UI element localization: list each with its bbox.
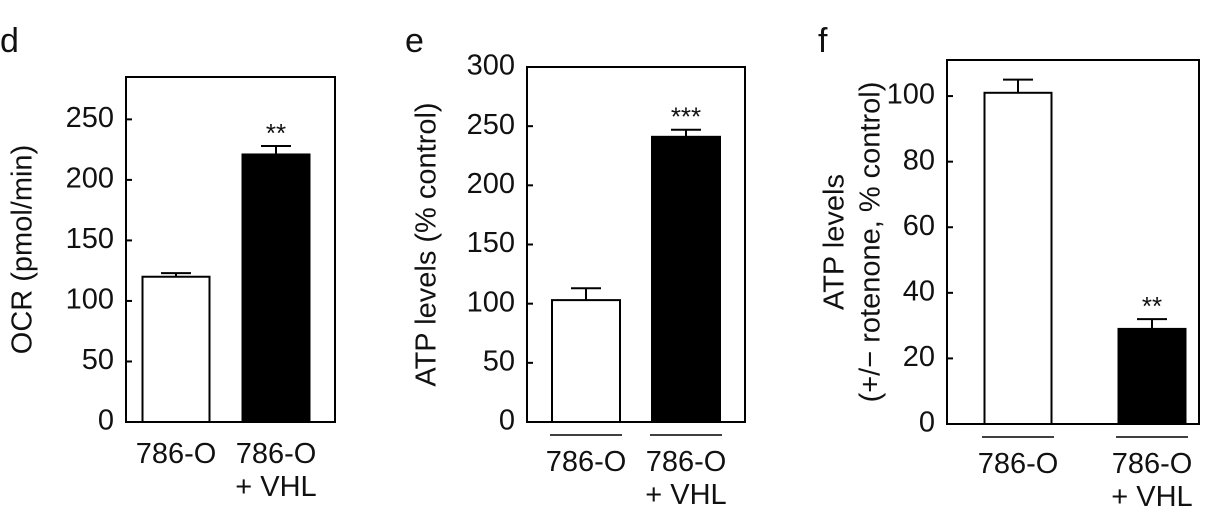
- y-tick-label: 0: [98, 405, 114, 437]
- y-tick-label: 60: [903, 210, 935, 242]
- y-tick-label: 0: [499, 405, 515, 437]
- y-axis-label: ATP levels (% control): [411, 102, 443, 386]
- y-tick-label: 150: [467, 227, 515, 259]
- y-tick-label: 100: [66, 284, 114, 316]
- y-tick-label: 200: [66, 163, 114, 195]
- bar: [241, 153, 311, 423]
- y-tick-label: 50: [483, 345, 515, 377]
- error-bar: [161, 272, 191, 277]
- y-tick-label: 50: [82, 344, 114, 376]
- y-tick-label: 40: [903, 275, 935, 307]
- bar: [1117, 327, 1187, 426]
- y-tick-label: 0: [919, 407, 935, 439]
- x-tick-label: 786-O + VHL: [235, 438, 317, 503]
- y-tick-label: 150: [66, 223, 114, 255]
- significance-label: **: [266, 118, 286, 148]
- plot-frame: [125, 76, 336, 423]
- x-tick-label: 786-O: [135, 438, 217, 470]
- bar: [141, 275, 211, 423]
- significance-label: **: [1142, 291, 1162, 321]
- error-bar: [1137, 318, 1167, 329]
- error-bar: [261, 145, 291, 155]
- y-tick-label: 80: [903, 144, 935, 176]
- bar: [651, 135, 721, 423]
- significance-label: ***: [671, 102, 701, 132]
- x-tick-label: 786-O: [545, 446, 627, 478]
- y-tick-label: 250: [66, 102, 114, 134]
- y-tick-label: 250: [467, 109, 515, 141]
- y-axis-label: ATP levels: [819, 174, 851, 310]
- panel-label: f: [818, 22, 828, 60]
- bar: [551, 299, 621, 423]
- panel-label: e: [405, 22, 424, 60]
- plot-frame: [946, 59, 1200, 425]
- y-tick-label: 20: [903, 341, 935, 373]
- y-tick-label: 200: [467, 168, 515, 200]
- error-bar: [671, 128, 701, 137]
- y-axis-label: (+/− rotenone, % control): [855, 82, 887, 403]
- error-bar: [571, 287, 601, 301]
- y-tick-label: 100: [467, 286, 515, 318]
- x-tick-label: 786-O: [977, 448, 1059, 480]
- x-tick-label: 786-O + VHL: [1111, 448, 1193, 513]
- y-axis-label: OCR (pmol/min): [7, 145, 39, 354]
- bar: [983, 91, 1053, 426]
- error-bar: [1003, 78, 1033, 93]
- y-tick-label: 100: [887, 79, 935, 111]
- panel-label: d: [0, 22, 19, 60]
- y-tick-label: 300: [467, 50, 515, 82]
- x-tick-label: 786-O + VHL: [645, 446, 727, 511]
